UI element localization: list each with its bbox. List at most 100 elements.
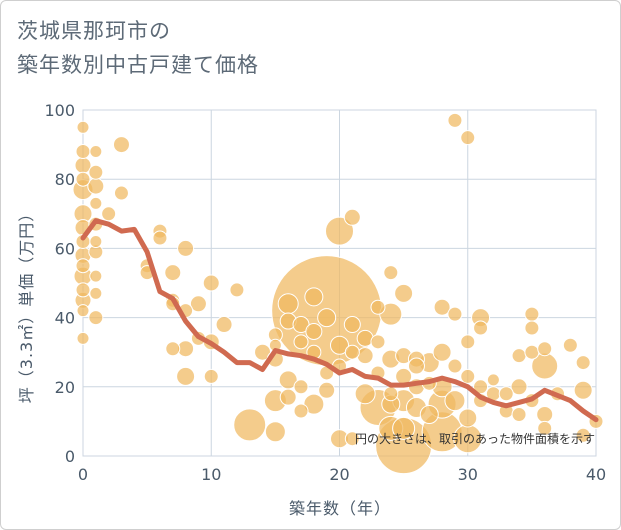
data-bubble (356, 329, 374, 347)
data-bubble (511, 348, 527, 364)
data-bubble (75, 171, 91, 187)
data-bubble (460, 368, 476, 384)
data-bubble (305, 322, 323, 340)
data-bubble (433, 298, 451, 316)
data-bubble (75, 258, 91, 274)
data-bubble (354, 383, 376, 405)
data-bubble (383, 265, 399, 281)
data-bubble (164, 264, 182, 282)
trend-line (80, 218, 599, 423)
data-bubble (458, 408, 478, 428)
chart-title: 茨城県那珂市の 築年数別中古戸建て価格 (17, 14, 259, 82)
data-bubble (575, 355, 591, 371)
data-bubble (203, 368, 219, 384)
data-bubble (177, 239, 195, 257)
data-bubble (524, 306, 540, 322)
data-bubble (279, 388, 297, 406)
data-bubble (562, 337, 578, 353)
size-note: 円の大きさは、取引のあった物件面積を示す (355, 431, 595, 446)
data-bubble (89, 234, 103, 248)
x-tick-label: 30 (458, 465, 478, 484)
data-bubble (330, 335, 349, 355)
data-bubble (392, 416, 416, 440)
x-axis-title: 築年数（年） (289, 499, 391, 518)
data-bubble (101, 206, 117, 222)
data-bubble (75, 282, 91, 298)
y-tick-label: 60 (55, 239, 75, 258)
data-bubble (75, 144, 91, 160)
data-bubble (343, 316, 361, 334)
data-bubble (524, 320, 540, 336)
data-bubble (444, 390, 466, 412)
data-bubble (176, 366, 196, 386)
data-bubble (88, 164, 104, 180)
data-bubble (383, 386, 399, 402)
y-axis-title: 坪（3.3㎡）単価（万円） (17, 205, 36, 403)
data-bubble (76, 331, 90, 345)
data-bubble (76, 304, 90, 318)
data-bubble (356, 347, 374, 365)
data-bubble (89, 286, 103, 300)
data-bubble (293, 403, 309, 419)
data-bubble (317, 308, 337, 328)
data-bubble (202, 274, 220, 292)
data-bubble (575, 427, 591, 443)
data-bubble (165, 341, 181, 357)
y-tick-label: 80 (55, 170, 75, 189)
data-bubble (460, 334, 476, 350)
data-bubble (447, 358, 463, 374)
data-bubble (460, 130, 476, 146)
y-tick-label: 0 (65, 447, 75, 466)
data-bubble (89, 196, 103, 210)
data-bubble (89, 269, 103, 283)
data-bubble (293, 334, 309, 350)
data-bubble (394, 283, 414, 303)
data-bubble (215, 316, 233, 334)
x-tick-label: 0 (78, 465, 88, 484)
data-bubble (233, 408, 267, 442)
data-bubble (524, 344, 540, 360)
data-bubble (293, 379, 309, 395)
data-bubble (432, 342, 452, 362)
data-bubble (318, 381, 336, 399)
data-bubble (89, 145, 103, 159)
data-bubble (112, 136, 130, 154)
data-bubble (88, 310, 104, 326)
x-tick-label: 40 (586, 465, 606, 484)
data-bubble (486, 373, 500, 387)
data-bubble (343, 208, 361, 226)
x-tick-label: 10 (201, 465, 221, 484)
data-bubble (407, 357, 425, 375)
data-bubble (277, 293, 299, 315)
data-bubble (537, 341, 553, 357)
data-bubble (76, 120, 90, 134)
tick-labels: 0 20 40 60 80 100 0 10 20 30 40 (44, 101, 606, 484)
data-bubble (473, 320, 489, 336)
bubbles (72, 112, 604, 475)
data-bubble (229, 282, 245, 298)
data-bubble (537, 420, 553, 436)
data-bubble (419, 404, 439, 424)
data-bubble (447, 112, 463, 128)
title-line-2: 築年数別中古戸建て価格 (17, 53, 259, 77)
x-tick-label: 20 (329, 465, 349, 484)
data-bubble (498, 386, 514, 402)
data-bubble (511, 406, 527, 422)
y-tick-label: 100 (44, 101, 75, 120)
data-bubble (510, 378, 528, 396)
data-bubble (573, 380, 593, 400)
data-bubble (113, 185, 129, 201)
y-tick-label: 40 (55, 309, 75, 328)
data-bubble (344, 344, 360, 360)
y-tick-label: 20 (55, 378, 75, 397)
data-bubble (447, 306, 463, 322)
data-bubble (264, 421, 286, 443)
data-bubble (370, 299, 386, 315)
data-bubble (325, 216, 354, 246)
data-bubble (536, 405, 554, 423)
data-bubble (152, 230, 168, 246)
data-bubble (370, 334, 386, 350)
data-bubble (304, 287, 324, 307)
data-bubble (189, 295, 207, 313)
